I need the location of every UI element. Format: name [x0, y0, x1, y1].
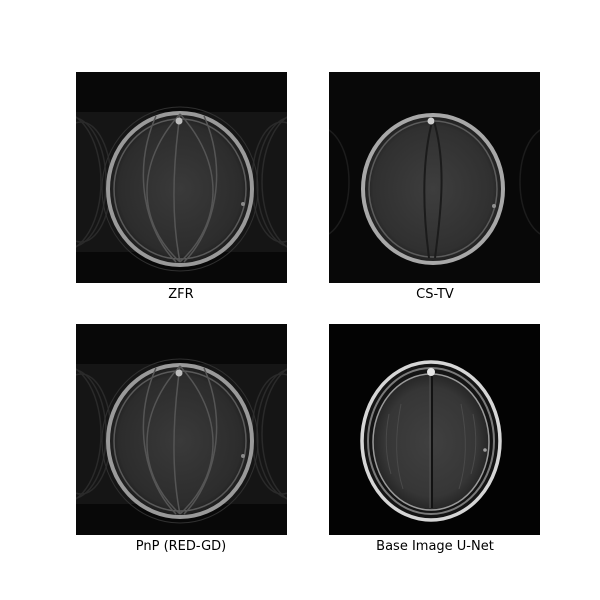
mri-image-zfr [76, 72, 287, 283]
caption-pnp-red-gd: PnP (RED-GD) [135, 539, 227, 554]
caption-zfr: ZFR [168, 287, 194, 302]
caption-cs-tv: CS-TV [416, 287, 454, 302]
mri-image-cs-tv [329, 72, 540, 283]
mri-panel-cs-tv [329, 72, 540, 283]
mri-image-base-image-unet [329, 324, 540, 535]
mri-panel-zfr [76, 72, 287, 283]
mri-panel-base-image-unet [329, 324, 540, 535]
mri-image-pnp-red-gd [76, 324, 287, 535]
caption-base-image-unet: Base Image U-Net [376, 539, 494, 554]
mri-panel-pnp-red-gd [76, 324, 287, 535]
